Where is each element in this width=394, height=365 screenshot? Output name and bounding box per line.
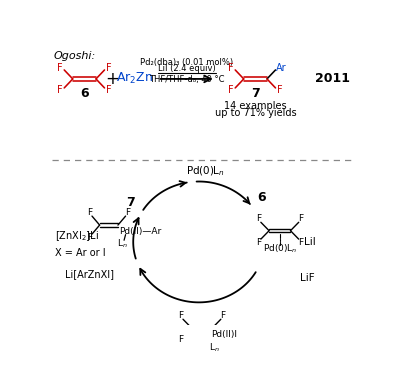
Text: F: F <box>299 214 304 223</box>
Text: F: F <box>256 214 261 223</box>
Text: Pd(0)L$_n$: Pd(0)L$_n$ <box>186 165 224 178</box>
Text: 7: 7 <box>251 87 260 100</box>
Text: Ar: Ar <box>276 63 286 73</box>
Text: X = Ar or I: X = Ar or I <box>55 248 106 258</box>
Text: F: F <box>106 63 112 73</box>
Text: Pd(II)I: Pd(II)I <box>211 330 237 339</box>
Text: F: F <box>57 85 62 95</box>
Text: Pd(II)—Ar: Pd(II)—Ar <box>119 227 162 236</box>
Text: 2011: 2011 <box>315 72 350 85</box>
Text: Li[ArZnXI]: Li[ArZnXI] <box>65 269 113 279</box>
Text: [ZnXI$_2$]Li: [ZnXI$_2$]Li <box>55 230 99 243</box>
Text: THF/THF-d₈, 40 °C: THF/THF-d₈, 40 °C <box>149 75 225 84</box>
Text: F: F <box>178 311 183 320</box>
Text: Pd(0)L$_n$: Pd(0)L$_n$ <box>263 243 297 255</box>
Text: F: F <box>228 63 233 73</box>
Text: +: + <box>105 70 119 88</box>
Text: F: F <box>299 238 304 247</box>
Text: Ogoshi:: Ogoshi: <box>54 51 96 61</box>
Text: F: F <box>125 208 130 217</box>
Text: L$_n$: L$_n$ <box>117 237 128 250</box>
Text: F: F <box>87 233 92 242</box>
Text: F: F <box>277 85 283 95</box>
Text: Pd₂(dba)₃ (0.01 mol%): Pd₂(dba)₃ (0.01 mol%) <box>140 58 233 66</box>
Text: F: F <box>256 238 261 247</box>
Text: L$_n$: L$_n$ <box>209 341 219 354</box>
Text: up to 71% yields: up to 71% yields <box>215 108 296 118</box>
Text: 6: 6 <box>257 191 266 204</box>
Text: F: F <box>87 208 92 217</box>
Text: LiI: LiI <box>305 237 316 247</box>
Text: F: F <box>106 85 112 95</box>
Text: F: F <box>228 85 233 95</box>
Text: 14 examples: 14 examples <box>224 101 287 111</box>
Text: LiF: LiF <box>300 273 314 284</box>
Text: LiI (2.4 equiv): LiI (2.4 equiv) <box>158 64 216 73</box>
Text: 7: 7 <box>126 196 136 210</box>
Text: F: F <box>178 335 183 344</box>
Text: 6: 6 <box>80 87 89 100</box>
Text: Ar$_2$Zn: Ar$_2$Zn <box>116 72 153 87</box>
Text: F: F <box>57 63 62 73</box>
Text: F: F <box>220 311 225 320</box>
